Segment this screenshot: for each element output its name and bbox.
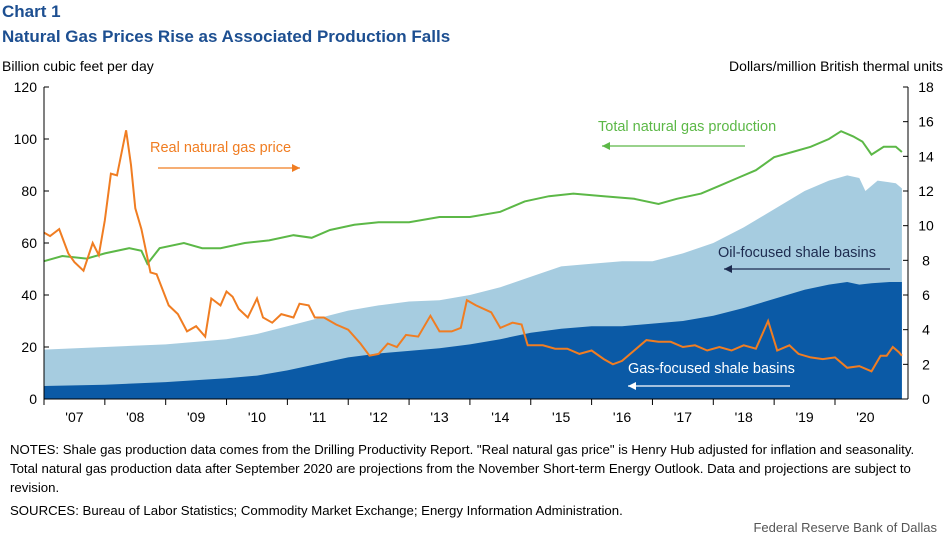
right-axis-label: Dollars/million British thermal units	[729, 58, 943, 74]
x-tick-label: '17	[674, 409, 692, 425]
x-tick-label: '10	[248, 409, 266, 425]
notes: NOTES: Shale gas production data comes f…	[10, 442, 915, 495]
left-tick-label: 0	[29, 391, 37, 407]
left-tick-label: 40	[21, 287, 37, 303]
x-tick-label: '14	[491, 409, 509, 425]
x-tick-label: '11	[309, 409, 326, 425]
x-tick-label: '19	[795, 409, 813, 425]
x-tick-label: '12	[370, 409, 388, 425]
annotation-label: Gas-focused shale basins	[628, 361, 795, 377]
chart-title: Natural Gas Prices Rise as Associated Pr…	[2, 27, 451, 46]
credit: Federal Reserve Bank of Dallas	[753, 520, 937, 535]
x-tick-label: '18	[735, 409, 753, 425]
annotation-arrow-head	[724, 265, 732, 273]
right-tick-label: 12	[918, 183, 934, 199]
annotation-arrow-head	[628, 382, 636, 390]
right-tick-label: 2	[922, 356, 930, 372]
x-tick-label: '15	[552, 409, 570, 425]
left-tick-label: 120	[14, 79, 38, 95]
right-tick-label: 4	[922, 322, 930, 338]
x-tick-label: '07	[65, 409, 83, 425]
annotation-arrow-head	[602, 142, 610, 150]
annotation-label: Total natural gas production	[598, 119, 776, 135]
right-tick-label: 18	[918, 79, 934, 95]
right-tick-label: 0	[922, 391, 930, 407]
chart-plot: 0 20 40 60 80 100 120 0 2 4 6 8 10 12 14 16 18 '07 '08 '09 '…	[14, 79, 934, 425]
annotation-label: Oil-focused shale basins	[718, 245, 876, 261]
right-tick-label: 10	[918, 218, 934, 234]
annotation-arrow-head	[292, 164, 300, 172]
x-tick-label: '16	[613, 409, 631, 425]
x-tick-label: '08	[126, 409, 144, 425]
right-tick-label: 14	[918, 148, 934, 164]
left-tick-label: 20	[21, 339, 37, 355]
sources: SOURCES: Bureau of Labor Statistics; Com…	[10, 503, 623, 518]
left-tick-label: 80	[21, 183, 37, 199]
price-line	[43, 130, 903, 373]
left-tick-label: 100	[14, 131, 38, 147]
chart-number: Chart 1	[2, 2, 61, 21]
left-tick-label: 60	[21, 235, 37, 251]
gas-focused-area	[44, 282, 902, 399]
right-tick-label: 8	[922, 252, 930, 268]
annotation-label: Real natural gas price	[150, 140, 291, 156]
right-tick-label: 16	[918, 114, 934, 130]
x-tick-label: '09	[187, 409, 205, 425]
total-production-line	[43, 130, 903, 266]
left-axis-label: Billion cubic feet per day	[2, 58, 154, 74]
x-tick-label: '20	[856, 409, 874, 425]
right-tick-label: 6	[922, 287, 930, 303]
x-tick-label: '13	[430, 409, 448, 425]
